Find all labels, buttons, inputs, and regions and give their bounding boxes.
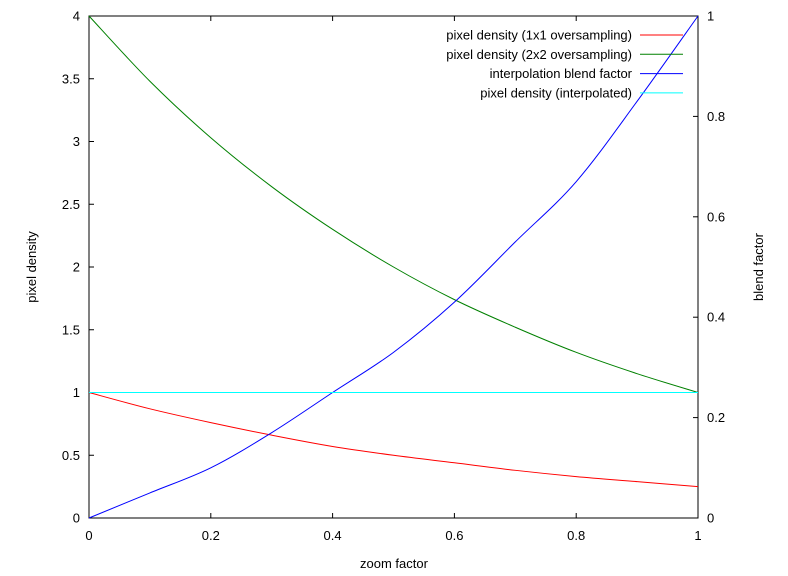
- y-tick-label: 0: [73, 511, 80, 526]
- y-axis-title: pixel density: [24, 231, 39, 303]
- x-tick-label: 0.2: [202, 528, 220, 543]
- y2-tick-label: 0: [707, 511, 714, 526]
- legend-item-2x2: pixel density (2x2 oversampling): [446, 47, 683, 62]
- legend-item-1x1: pixel density (1x1 oversampling): [446, 28, 683, 43]
- legend-label: interpolation blend factor: [490, 66, 633, 81]
- y2-axis-title: blend factor: [751, 232, 766, 301]
- y-tick-label: 4: [73, 9, 80, 24]
- series-line-2x2: [88, 15, 699, 393]
- x-tick-label: 0.8: [567, 528, 585, 543]
- y-tick-label: 2.5: [62, 197, 80, 212]
- y2-tick-label: 0.2: [707, 410, 725, 425]
- legend-label: pixel density (interpolated): [480, 85, 632, 100]
- y-tick-label: 3: [73, 134, 80, 149]
- series-line-blend: [88, 15, 699, 519]
- y-tick-label: 3.5: [62, 71, 80, 86]
- x-tick-label: 1: [694, 528, 701, 543]
- legend-item-blend: interpolation blend factor: [490, 66, 683, 81]
- ticks-layer: 0 0.2 0.4 0.6 0.8 100.511.522.533.5400.20.40.…: [62, 9, 725, 544]
- series-line-1x1: [88, 392, 699, 488]
- x-axis-title: zoom factor: [360, 556, 429, 571]
- legend-label: pixel density (1x1 oversampling): [446, 28, 632, 43]
- x-tick-label: 0: [85, 528, 92, 543]
- legend: pixel density (1x1 oversampling) pixel de…: [446, 28, 683, 100]
- series-layer: [88, 15, 699, 519]
- legend-item-interpolated: pixel density (interpolated): [480, 85, 683, 100]
- y-tick-label: 0.5: [62, 448, 80, 463]
- y-tick-label: 2: [73, 260, 80, 275]
- x-tick-label: 0.4: [324, 528, 342, 543]
- y2-tick-label: 0.6: [707, 209, 725, 224]
- y2-tick-label: 0.4: [707, 310, 725, 325]
- x-tick-label: 0.6: [445, 528, 463, 543]
- y-tick-label: 1: [73, 385, 80, 400]
- y2-tick-label: 0.8: [707, 109, 725, 124]
- y-tick-label: 1.5: [62, 322, 80, 337]
- y2-tick-label: 1: [707, 9, 714, 24]
- legend-label: pixel density (2x2 oversampling): [446, 47, 632, 62]
